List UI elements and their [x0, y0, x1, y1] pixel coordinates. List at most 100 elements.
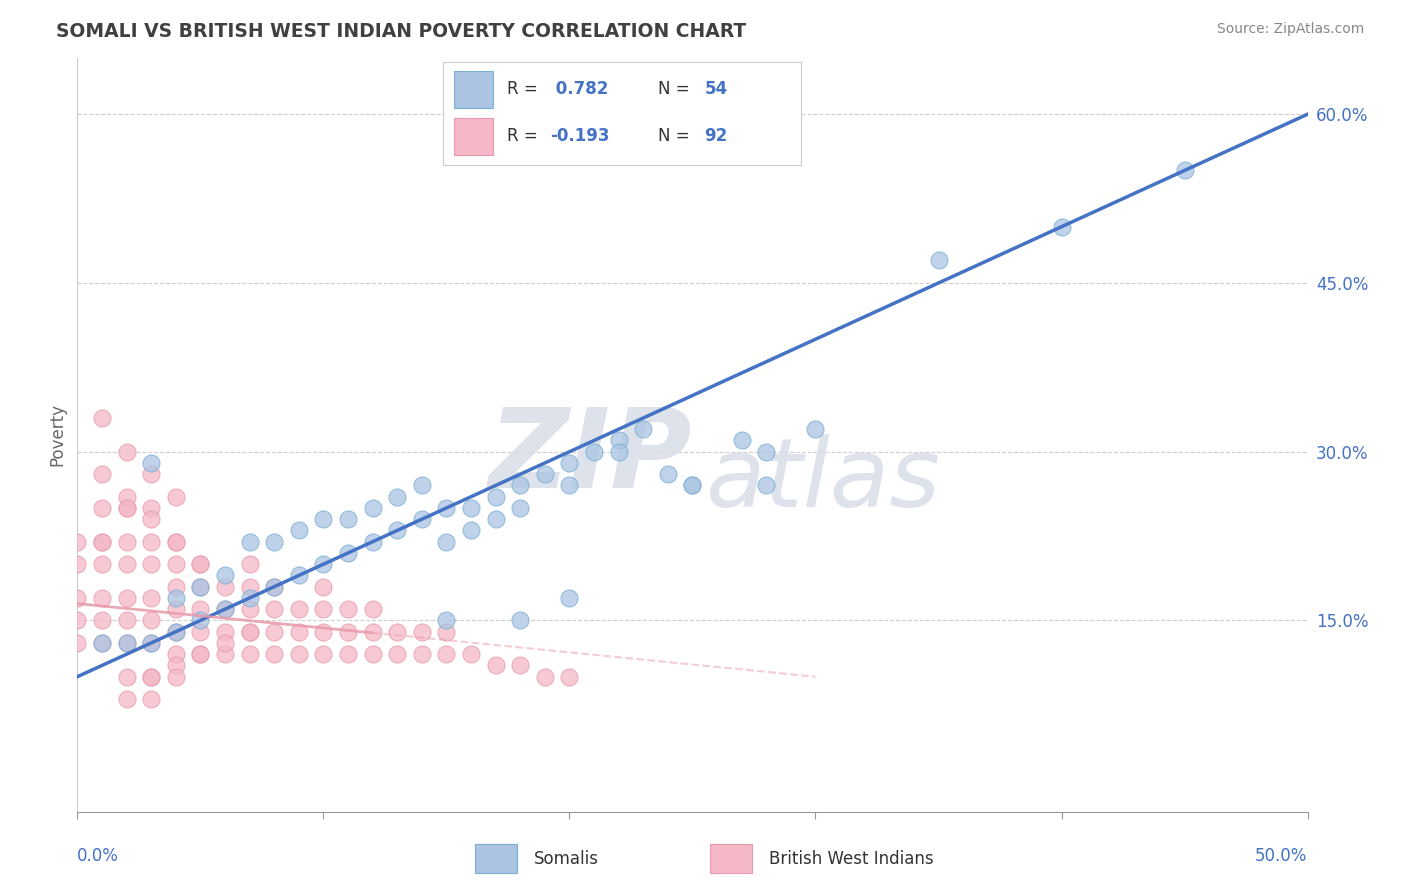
Text: R =: R = — [508, 128, 544, 145]
Point — [436, 624, 458, 639]
Point — [214, 647, 236, 661]
Text: Somalis: Somalis — [533, 849, 599, 868]
Point — [165, 534, 187, 549]
Point — [387, 524, 409, 538]
Point — [558, 478, 581, 492]
Point — [115, 490, 138, 504]
Point — [214, 602, 236, 616]
Point — [361, 647, 384, 661]
Point — [337, 647, 360, 661]
Point — [509, 478, 531, 492]
Point — [361, 602, 384, 616]
Point — [66, 636, 89, 650]
Point — [90, 614, 114, 628]
Point — [190, 647, 212, 661]
Point — [239, 647, 262, 661]
Point — [558, 456, 581, 470]
Point — [190, 558, 212, 572]
Point — [239, 580, 262, 594]
Text: R =: R = — [508, 80, 544, 98]
Point — [288, 568, 311, 582]
Text: 0.782: 0.782 — [551, 80, 609, 98]
Point — [190, 602, 212, 616]
Bar — [454, 118, 494, 155]
Point — [583, 444, 606, 458]
Point — [239, 558, 262, 572]
Point — [361, 624, 384, 639]
Point — [436, 647, 458, 661]
Point — [239, 624, 262, 639]
Point — [66, 591, 89, 605]
Point — [755, 444, 778, 458]
Point — [190, 580, 212, 594]
Point — [263, 580, 285, 594]
Bar — [454, 70, 494, 108]
Point — [534, 670, 557, 684]
Point — [312, 647, 335, 661]
Point — [239, 534, 262, 549]
Point — [115, 534, 138, 549]
Point — [460, 524, 482, 538]
Point — [214, 580, 236, 594]
Point — [485, 512, 508, 526]
Point — [214, 568, 236, 582]
Point — [214, 636, 236, 650]
Text: 92: 92 — [704, 128, 728, 145]
Point — [928, 253, 950, 268]
Point — [115, 444, 138, 458]
Point — [115, 636, 138, 650]
Point — [165, 558, 187, 572]
Point — [411, 478, 433, 492]
Point — [66, 558, 89, 572]
Point — [141, 636, 163, 650]
Point — [190, 614, 212, 628]
Text: ZIP: ZIP — [489, 404, 693, 511]
Point — [141, 512, 163, 526]
Point — [165, 580, 187, 594]
Point — [288, 647, 311, 661]
Bar — [475, 844, 517, 873]
Point — [90, 636, 114, 650]
Point — [141, 692, 163, 706]
Point — [66, 614, 89, 628]
Point — [288, 524, 311, 538]
Point — [755, 478, 778, 492]
Point — [1174, 163, 1197, 178]
Point — [90, 636, 114, 650]
Point — [90, 534, 114, 549]
Point — [165, 602, 187, 616]
Point — [115, 500, 138, 515]
Point — [361, 534, 384, 549]
Point — [165, 534, 187, 549]
Point — [337, 546, 360, 560]
Point — [90, 467, 114, 482]
Point — [115, 591, 138, 605]
Point — [141, 614, 163, 628]
Point — [288, 602, 311, 616]
Point — [263, 602, 285, 616]
Text: -0.193: -0.193 — [551, 128, 610, 145]
Point — [141, 670, 163, 684]
Point — [141, 558, 163, 572]
Point — [509, 658, 531, 673]
Point — [263, 624, 285, 639]
Point — [141, 467, 163, 482]
Point — [387, 624, 409, 639]
Point — [682, 478, 704, 492]
Point — [337, 624, 360, 639]
Point — [337, 602, 360, 616]
Point — [141, 670, 163, 684]
Point — [312, 558, 335, 572]
Point — [607, 444, 630, 458]
Point — [239, 591, 262, 605]
Point — [141, 500, 163, 515]
Point — [337, 512, 360, 526]
Point — [190, 647, 212, 661]
Point — [436, 614, 458, 628]
Point — [411, 512, 433, 526]
Point — [115, 636, 138, 650]
Point — [387, 647, 409, 661]
Point — [485, 658, 508, 673]
Point — [509, 500, 531, 515]
Point — [633, 422, 655, 436]
